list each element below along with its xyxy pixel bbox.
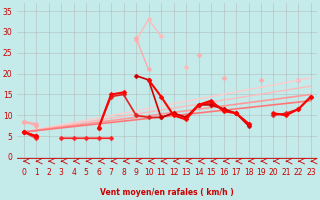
X-axis label: Vent moyen/en rafales ( km/h ): Vent moyen/en rafales ( km/h ) [100, 188, 234, 197]
